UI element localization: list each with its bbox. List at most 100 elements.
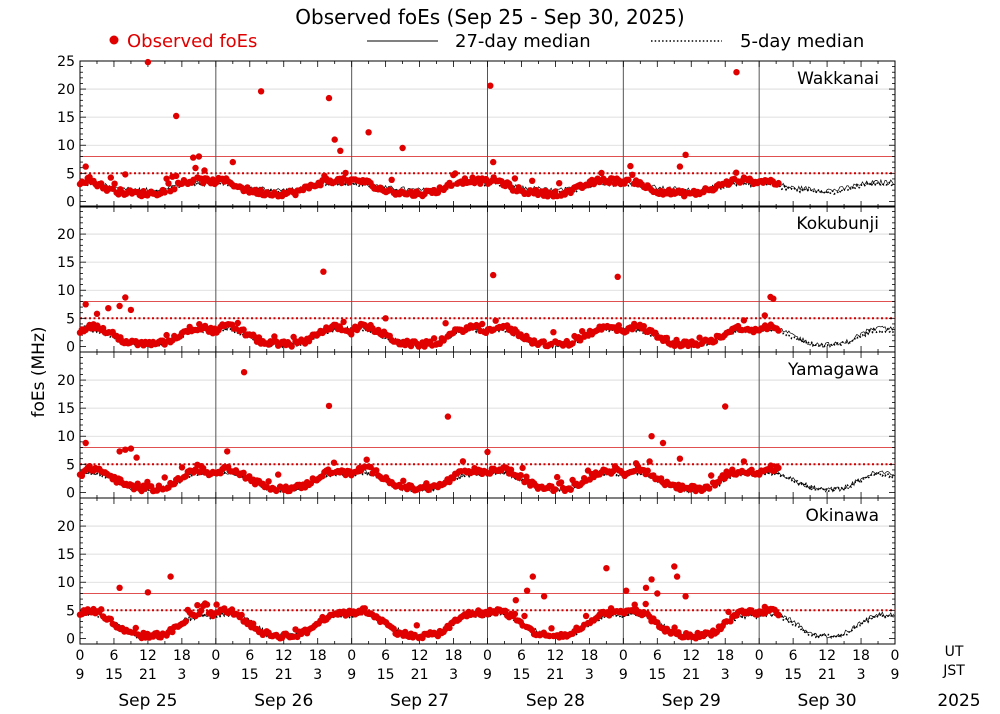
observed-point — [486, 470, 494, 477]
ut-tick-label: 18 — [309, 648, 327, 664]
observed-point — [615, 322, 622, 329]
observed-point — [144, 589, 152, 596]
y-tick-label: 0 — [66, 485, 75, 501]
observed-point — [517, 472, 524, 479]
observed-point — [273, 487, 280, 495]
jst-tick-label: 3 — [177, 667, 186, 683]
observed-point — [167, 573, 174, 580]
ut-tick-label: 6 — [789, 648, 798, 664]
observed-point — [652, 329, 659, 336]
observed-point — [116, 584, 123, 591]
observed-point — [122, 446, 129, 453]
ut-tick-label: 0 — [619, 648, 628, 664]
observed-point — [224, 448, 231, 455]
jst-tick-label: 21 — [818, 667, 836, 683]
jst-tick-label: 3 — [313, 667, 322, 683]
ut-tick-label: 0 — [891, 648, 900, 664]
jst-tick-label: 9 — [347, 667, 356, 683]
y-tick-label: 20 — [57, 373, 75, 389]
observed-point — [190, 154, 197, 161]
observed-point — [200, 179, 207, 187]
jst-tick-label: 15 — [105, 667, 123, 683]
ut-tick-label: 12 — [411, 648, 429, 664]
date-label: Sep 26 — [254, 691, 313, 711]
observed-point — [82, 301, 89, 308]
y-tick-label: 10 — [57, 429, 75, 445]
ut-tick-label: 12 — [818, 648, 836, 664]
observed-point — [540, 593, 548, 600]
observed-point — [614, 273, 621, 280]
observed-point — [507, 466, 515, 473]
observed-point — [512, 597, 519, 604]
observed-point — [195, 153, 203, 160]
observed-point — [390, 625, 397, 632]
observed-point — [213, 601, 220, 608]
observed-point — [711, 338, 719, 345]
ut-tick-label: 18 — [852, 648, 870, 664]
jst-tick-label: 3 — [449, 667, 458, 683]
observed-point — [648, 576, 655, 583]
y-tick-label: 10 — [57, 575, 75, 591]
date-label: Sep 29 — [662, 691, 721, 711]
observed-point — [733, 69, 740, 76]
ut-tick-label: 0 — [211, 648, 220, 664]
observed-points — [76, 268, 782, 350]
observed-point — [203, 601, 211, 608]
observed-point — [767, 462, 774, 469]
observed-point — [331, 136, 338, 143]
observed-point — [631, 601, 638, 608]
observed-point — [127, 445, 135, 452]
observed-point — [733, 169, 740, 176]
ut-label: UT — [945, 644, 964, 660]
observed-point — [122, 171, 129, 178]
observed-point — [648, 433, 655, 440]
observed-point — [148, 483, 155, 490]
date-label: Sep 25 — [118, 691, 177, 711]
observed-point — [265, 478, 272, 485]
observed-point — [521, 612, 528, 620]
y-tick-label: 20 — [57, 82, 75, 98]
y-tick-label: 15 — [57, 547, 75, 563]
jst-tick-label: 9 — [891, 667, 900, 683]
observed-point — [173, 112, 180, 120]
jst-tick-label: 15 — [513, 667, 531, 683]
observed-point — [492, 317, 499, 324]
observed-point — [348, 331, 355, 338]
jst-tick-label: 9 — [619, 667, 628, 683]
observed-point — [722, 403, 729, 410]
jst-tick-label: 3 — [721, 667, 730, 683]
ut-tick-label: 18 — [445, 648, 463, 664]
observed-point — [98, 180, 105, 187]
observed-point — [182, 618, 189, 625]
observed-point — [194, 602, 201, 609]
observed-point — [627, 162, 634, 170]
panel-kokubunji: 0 5 10 15 20 Kokubunji — [57, 205, 896, 355]
y-tick-label: 20 — [57, 227, 75, 243]
observed-point — [676, 455, 684, 462]
ut-tick-label: 6 — [653, 648, 662, 664]
jst-tick-label: 21 — [411, 667, 429, 683]
observed-point — [320, 268, 327, 275]
observed-point — [444, 413, 452, 420]
chart-title: Observed foEs (Sep 25 - Sep 30, 2025) — [295, 5, 684, 29]
observed-point — [161, 341, 168, 348]
observed-point — [644, 467, 651, 474]
observed-points — [76, 58, 782, 200]
y-tick-label: 5 — [66, 166, 75, 182]
observed-point — [554, 473, 561, 481]
y-tick-label: 15 — [57, 255, 75, 271]
observed-point — [105, 305, 112, 312]
station-name: Okinawa — [806, 506, 879, 526]
y-tick-label: 15 — [57, 401, 75, 417]
ut-tick-label: 6 — [109, 648, 118, 664]
ut-tick-label: 18 — [716, 648, 734, 664]
observed-point — [446, 624, 453, 632]
observed-point — [201, 167, 208, 174]
jst-tick-label: 3 — [857, 667, 866, 683]
observed-point — [132, 624, 139, 632]
observed-point — [365, 129, 372, 136]
panel-wakkanai: 0 5 10 15 20 25 Wakkanai — [57, 54, 896, 210]
x-axis: UT JST 2025 0 9 6 15 12 21 18 3 0 9 6 15 12 21 18 3 0 9 6 1… — [76, 644, 981, 711]
observed-point — [238, 611, 245, 619]
observed-point — [342, 169, 349, 177]
